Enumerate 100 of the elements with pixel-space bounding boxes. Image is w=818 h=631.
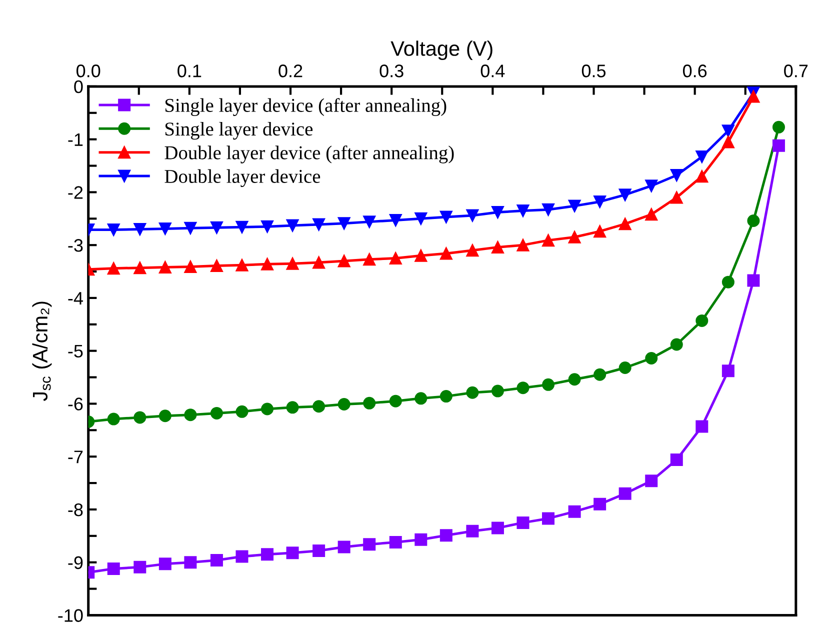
- point: [645, 474, 658, 488]
- y-tick-label: -10: [58, 609, 83, 622]
- point: [491, 240, 504, 254]
- point: [747, 274, 760, 287]
- point: [107, 223, 120, 236]
- point: [338, 217, 350, 230]
- point: [594, 195, 606, 208]
- point: [389, 252, 402, 265]
- point: [184, 260, 197, 274]
- point: [722, 276, 734, 288]
- point: [158, 410, 172, 422]
- point: [134, 222, 146, 236]
- point: [184, 408, 197, 422]
- x-tick-label: 0.6: [682, 64, 707, 78]
- point: [491, 206, 504, 219]
- legend-label: Double layer device (after annealing): [164, 145, 454, 164]
- x-tick-label: 0.1: [178, 64, 202, 78]
- point: [236, 405, 248, 418]
- legend-label: Double layer device: [164, 169, 320, 187]
- point: [389, 214, 402, 226]
- y-tick-label: -7: [68, 450, 83, 464]
- point: [440, 529, 452, 542]
- point: [594, 368, 606, 381]
- point: [516, 204, 530, 217]
- point: [236, 258, 248, 272]
- point: [363, 396, 376, 410]
- point: [466, 244, 479, 257]
- point: [134, 411, 146, 424]
- point: [338, 540, 350, 554]
- y-tick-label: 0: [74, 80, 83, 94]
- point: [338, 254, 350, 268]
- point: [363, 253, 376, 266]
- point: [210, 554, 223, 566]
- point: [466, 524, 479, 538]
- point: [107, 262, 120, 275]
- point: [542, 203, 555, 216]
- point: [618, 218, 632, 230]
- point: [286, 546, 299, 560]
- point: [210, 406, 223, 420]
- point: [568, 373, 581, 386]
- point: [158, 222, 172, 235]
- point: [184, 222, 197, 234]
- point: [722, 124, 734, 138]
- point: [645, 180, 658, 192]
- y-tick-label: -3: [68, 239, 83, 252]
- y-axis-title: J$_{sc}$ (A/cm₂): [32, 302, 52, 402]
- point: [414, 249, 428, 262]
- y-tick-label: -6: [68, 398, 83, 410]
- point: [618, 188, 632, 202]
- point: [466, 386, 479, 399]
- point: [440, 390, 452, 403]
- point: [568, 230, 581, 244]
- y-tick-label: -2: [68, 186, 83, 199]
- point: [722, 136, 734, 148]
- point: [696, 420, 708, 433]
- point: [670, 191, 683, 204]
- point: [312, 400, 326, 413]
- x-tick-label: 0.7: [784, 64, 808, 78]
- point: [236, 220, 248, 234]
- point: [516, 382, 530, 394]
- point: [134, 262, 146, 274]
- point: [772, 120, 785, 134]
- point: [491, 522, 504, 534]
- point: [440, 210, 452, 224]
- point: [261, 258, 274, 270]
- point: [414, 392, 428, 405]
- point: [312, 256, 326, 269]
- y-tick-label: -8: [68, 503, 83, 516]
- point: [696, 314, 708, 327]
- point: [210, 259, 223, 272]
- point: [389, 394, 402, 408]
- point: [414, 533, 428, 546]
- point: [516, 516, 530, 529]
- x-tick-label: 0.5: [582, 64, 606, 78]
- point: [670, 338, 683, 351]
- point: [542, 378, 555, 391]
- point: [210, 221, 223, 234]
- point: [645, 208, 658, 221]
- point: [747, 214, 760, 228]
- point: [696, 150, 708, 164]
- y-tick-label: -9: [68, 556, 83, 570]
- point: [286, 257, 299, 270]
- point: [516, 238, 530, 252]
- x-tick-label: 0.3: [380, 64, 404, 78]
- point: [363, 538, 376, 551]
- point: [134, 560, 146, 574]
- point: [466, 209, 479, 222]
- point: [440, 247, 452, 260]
- y-tick-label: -1: [68, 133, 83, 146]
- point: [338, 398, 350, 410]
- point: [594, 225, 606, 238]
- point: [568, 505, 581, 518]
- point: [107, 562, 120, 575]
- point: [158, 261, 172, 274]
- point: [312, 218, 326, 231]
- point: [107, 412, 120, 426]
- point: [389, 536, 402, 549]
- point: [696, 170, 708, 183]
- point: [645, 352, 658, 364]
- point: [363, 216, 376, 228]
